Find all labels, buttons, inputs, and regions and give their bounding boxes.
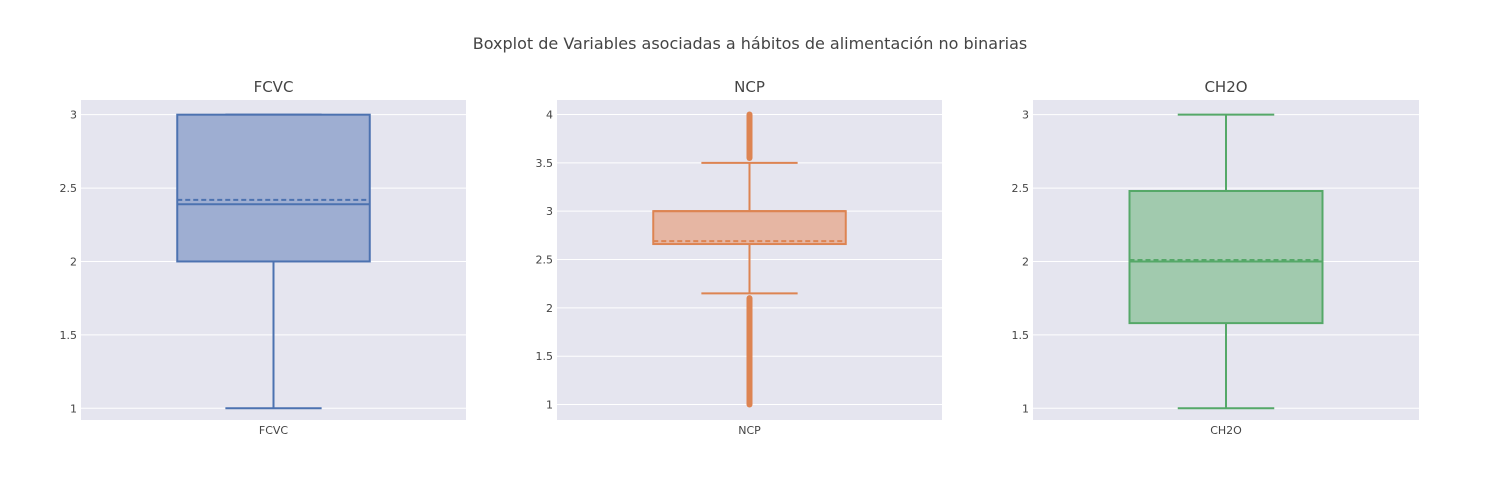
y-tick-label: 3 (546, 205, 553, 218)
y-tick-label: 2.5 (536, 254, 554, 267)
subplot-title: CH2O (1204, 78, 1247, 96)
chart-title: Boxplot de Variables asociadas a hábitos… (472, 34, 1028, 53)
y-tick-label: 3.5 (536, 157, 554, 170)
y-tick-label: 3 (1022, 109, 1029, 122)
y-tick-label: 2.5 (1012, 182, 1030, 195)
y-tick-label: 1.5 (536, 350, 554, 363)
y-tick-label: 4 (546, 109, 553, 122)
y-tick-label: 1.5 (1012, 329, 1030, 342)
subplot-title: FCVC (254, 78, 294, 96)
y-tick-label: 1.5 (60, 329, 78, 342)
y-tick-label: 1 (546, 399, 553, 412)
y-tick-label: 2.5 (60, 182, 78, 195)
y-tick-label: 1 (70, 402, 77, 415)
iqr-box (652, 210, 847, 246)
x-tick-label: NCP (738, 424, 761, 437)
x-tick-label: CH2O (1210, 424, 1242, 437)
y-tick-label: 2 (70, 255, 77, 268)
subplot-title: NCP (734, 78, 765, 96)
x-tick-label: FCVC (259, 424, 289, 437)
y-tick-label: 2 (546, 302, 553, 315)
y-tick-label: 1 (1022, 402, 1029, 415)
iqr-box (1128, 190, 1324, 325)
y-tick-label: 2 (1022, 255, 1029, 268)
y-tick-label: 3 (70, 109, 77, 122)
outlier-band-low (746, 298, 753, 405)
iqr-box (176, 113, 371, 263)
outlier-band-high (746, 114, 753, 159)
